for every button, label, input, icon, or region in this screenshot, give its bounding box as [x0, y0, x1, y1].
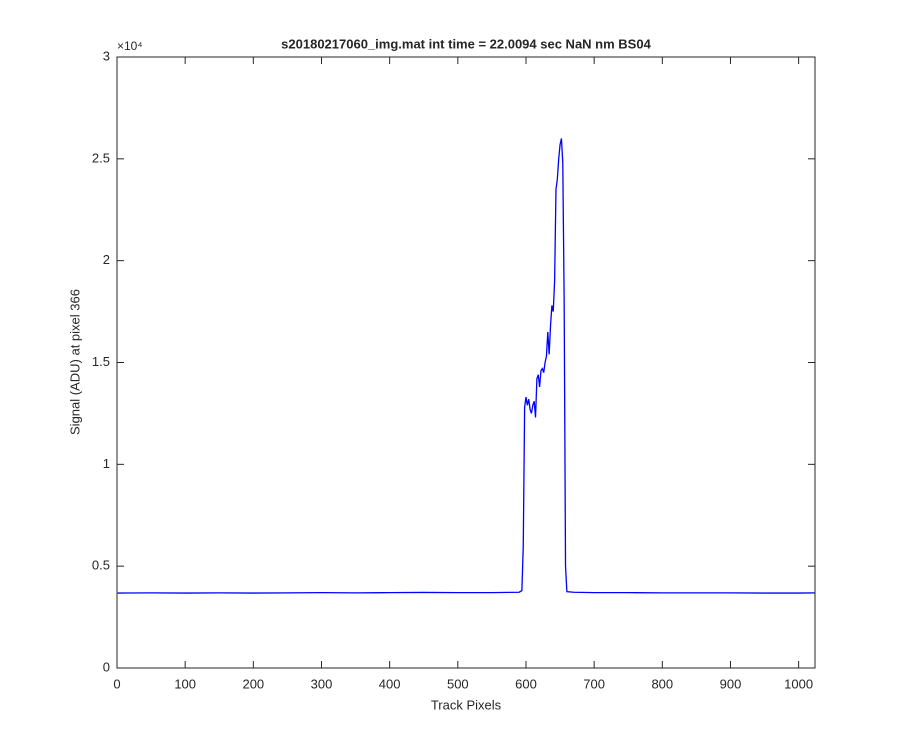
- chart-title: s20180217060_img.mat int time = 22.0094 …: [281, 36, 651, 51]
- x-tick-label: 400: [379, 676, 401, 691]
- x-axis-label: Track Pixels: [431, 697, 502, 712]
- x-tick-label: 0: [113, 676, 120, 691]
- x-tick-label: 200: [242, 676, 264, 691]
- y-tick-label: 0: [103, 659, 110, 674]
- x-tick-label: 500: [447, 676, 469, 691]
- y-tick-label: 1.5: [92, 354, 110, 369]
- y-tick-label: 2: [103, 252, 110, 267]
- y-tick-label: 1: [103, 456, 110, 471]
- x-tick-label: 1000: [784, 676, 813, 691]
- data-line: [117, 138, 816, 594]
- axes-box: [116, 56, 816, 669]
- x-tick-label: 900: [720, 676, 742, 691]
- x-tick-label: 700: [583, 676, 605, 691]
- x-tick-label: 100: [174, 676, 196, 691]
- y-tick-label: 0.5: [92, 558, 110, 573]
- y-multiplier: ×10⁴: [117, 39, 143, 53]
- x-tick-label: 300: [311, 676, 333, 691]
- x-tick-label: 600: [515, 676, 537, 691]
- y-axis-label: Signal (ADU) at pixel 366: [67, 289, 82, 435]
- plot-area: [117, 57, 815, 668]
- x-tick-label: 800: [651, 676, 673, 691]
- y-tick-label: 2.5: [92, 150, 110, 165]
- y-tick-label: 3: [103, 48, 110, 63]
